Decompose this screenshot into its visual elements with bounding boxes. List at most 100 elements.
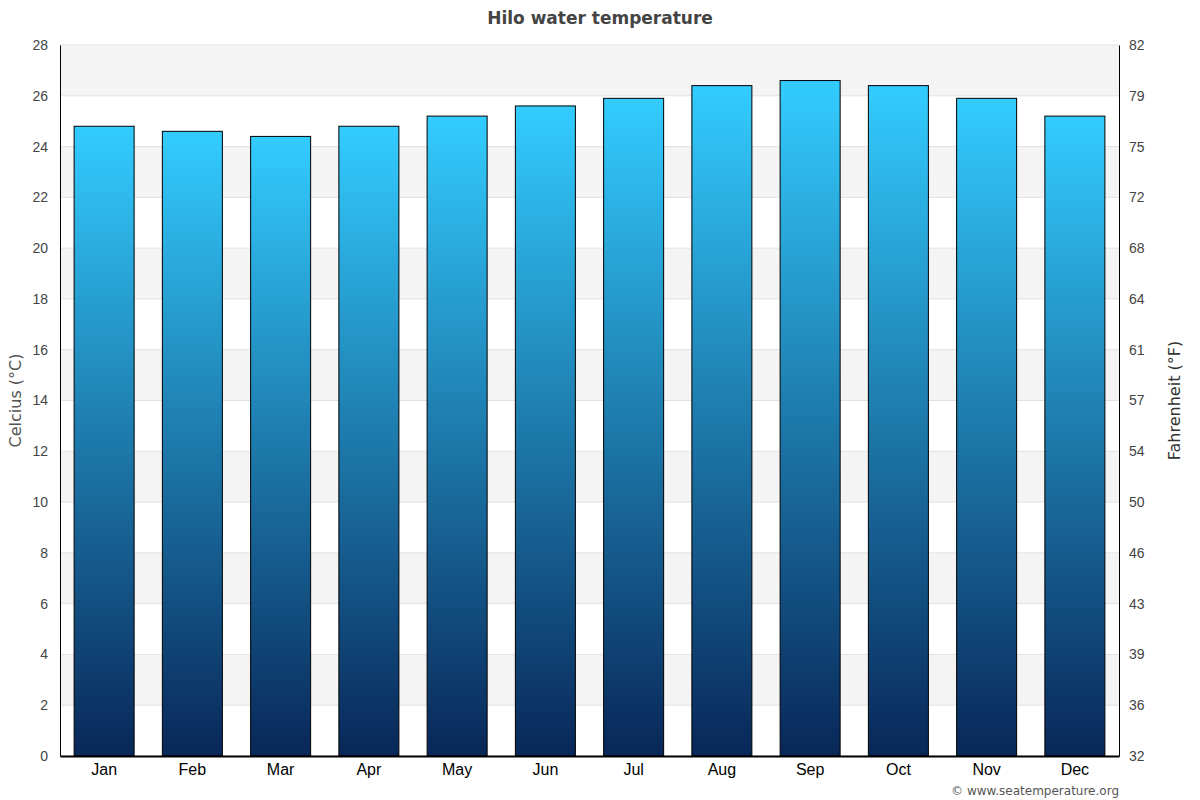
y2-axis: 32 36 39 43 46 50 54 57 61 64 68 72 75 79 82	[1119, 37, 1145, 764]
tick: 36	[1119, 697, 1145, 713]
tick: 12	[32, 443, 60, 459]
grid	[60, 45, 1119, 756]
tick-label: 57	[1129, 392, 1145, 408]
tick-label: 12	[32, 443, 48, 459]
tick: 75	[1119, 139, 1145, 155]
tick-label: 10	[32, 494, 48, 510]
tick: 54	[1119, 443, 1145, 459]
tick-label: 36	[1129, 697, 1145, 713]
tick-label: 4	[40, 646, 48, 662]
tick: Jun	[532, 756, 558, 778]
tick-label: Feb	[179, 761, 207, 778]
tick: 79	[1119, 88, 1145, 104]
tick: 26	[32, 88, 60, 104]
tick: Nov	[972, 756, 1000, 778]
tick: 16	[32, 342, 60, 358]
tick-label: Oct	[886, 761, 911, 778]
tick: 72	[1119, 189, 1145, 205]
tick-label: May	[442, 761, 472, 778]
tick: 68	[1119, 240, 1145, 256]
tick-label: Jun	[532, 761, 558, 778]
tick-label: Mar	[267, 761, 295, 778]
tick-label: 75	[1129, 139, 1145, 155]
tick: 61	[1119, 342, 1145, 358]
tick-label: Sep	[796, 761, 825, 778]
tick: 32	[1119, 748, 1145, 764]
tick-label: 43	[1129, 596, 1145, 612]
tick-label: 54	[1129, 443, 1145, 459]
tick-label: Dec	[1061, 761, 1089, 778]
tick: 50	[1119, 494, 1145, 510]
bar	[162, 131, 222, 756]
tick-label: 0	[40, 748, 48, 764]
tick: Mar	[267, 756, 295, 778]
tick: Aug	[708, 756, 736, 778]
tick: 82	[1119, 37, 1145, 53]
tick-label: 68	[1129, 240, 1145, 256]
bar	[427, 116, 487, 756]
bar	[339, 126, 399, 756]
bars	[74, 81, 1105, 756]
axis-line	[1119, 46, 1120, 757]
tick-label: 14	[32, 392, 48, 408]
grid-line	[60, 95, 1119, 96]
tick-label: 79	[1129, 88, 1145, 104]
tick-label: 6	[40, 596, 48, 612]
tick-label: 32	[1129, 748, 1145, 764]
tick-label: 2	[40, 697, 48, 713]
tick-label: Jul	[623, 761, 643, 778]
tick-label: 8	[40, 545, 48, 561]
tick-label: 26	[32, 88, 48, 104]
tick-label: Aug	[708, 761, 736, 778]
tick: May	[442, 756, 472, 778]
chart: 0246810121416182022242628323639434650545…	[0, 0, 1200, 800]
tick: 10	[32, 494, 60, 510]
tick: Oct	[886, 756, 911, 778]
tick-label: Apr	[356, 761, 382, 778]
grid-band	[60, 45, 1119, 96]
bar	[515, 106, 575, 756]
tick-label: 16	[32, 342, 48, 358]
x-axis: Jan Feb Mar Apr May Jun Jul Aug Sep Oct Nov Dec	[61, 756, 1120, 778]
tick-label: 39	[1129, 646, 1145, 662]
bar	[692, 86, 752, 756]
tick: Feb	[179, 756, 207, 778]
y-axis-title: Celcius (°C)	[6, 354, 25, 448]
source: © www.seatemperature.org	[951, 784, 1119, 798]
tick: 28	[32, 37, 60, 53]
tick: 39	[1119, 646, 1145, 662]
tick: Apr	[356, 756, 382, 778]
tick: 46	[1119, 545, 1145, 561]
axis-line	[61, 756, 1120, 758]
y2-axis-title: Fahrenheit (°F)	[1165, 341, 1184, 460]
tick-label: 61	[1129, 342, 1145, 358]
tick: 64	[1119, 291, 1145, 307]
tick-label: 20	[32, 240, 48, 256]
tick-label: 22	[32, 189, 48, 205]
bar	[780, 81, 840, 756]
tick: 24	[32, 139, 60, 155]
grid-line	[60, 45, 1119, 46]
bar	[868, 86, 928, 756]
tick-label: 72	[1129, 189, 1145, 205]
axis-line	[60, 46, 61, 757]
tick: 57	[1119, 392, 1145, 408]
tick: 43	[1119, 596, 1145, 612]
tick: 4	[40, 646, 60, 662]
tick: 18	[32, 291, 60, 307]
tick: Sep	[796, 756, 825, 778]
tick: 0	[40, 748, 60, 764]
tick-label: 18	[32, 291, 48, 307]
tick: 6	[40, 596, 60, 612]
title: Hilo water temperature	[487, 8, 713, 28]
tick-label: 64	[1129, 291, 1145, 307]
tick: Jan	[91, 756, 117, 778]
bar	[74, 126, 134, 756]
bar	[604, 98, 664, 756]
tick: 8	[40, 545, 60, 561]
tick: 22	[32, 189, 60, 205]
tick-label: 82	[1129, 37, 1145, 53]
tick-label: 24	[32, 139, 48, 155]
tick-label: 46	[1129, 545, 1145, 561]
tick: 2	[40, 697, 60, 713]
